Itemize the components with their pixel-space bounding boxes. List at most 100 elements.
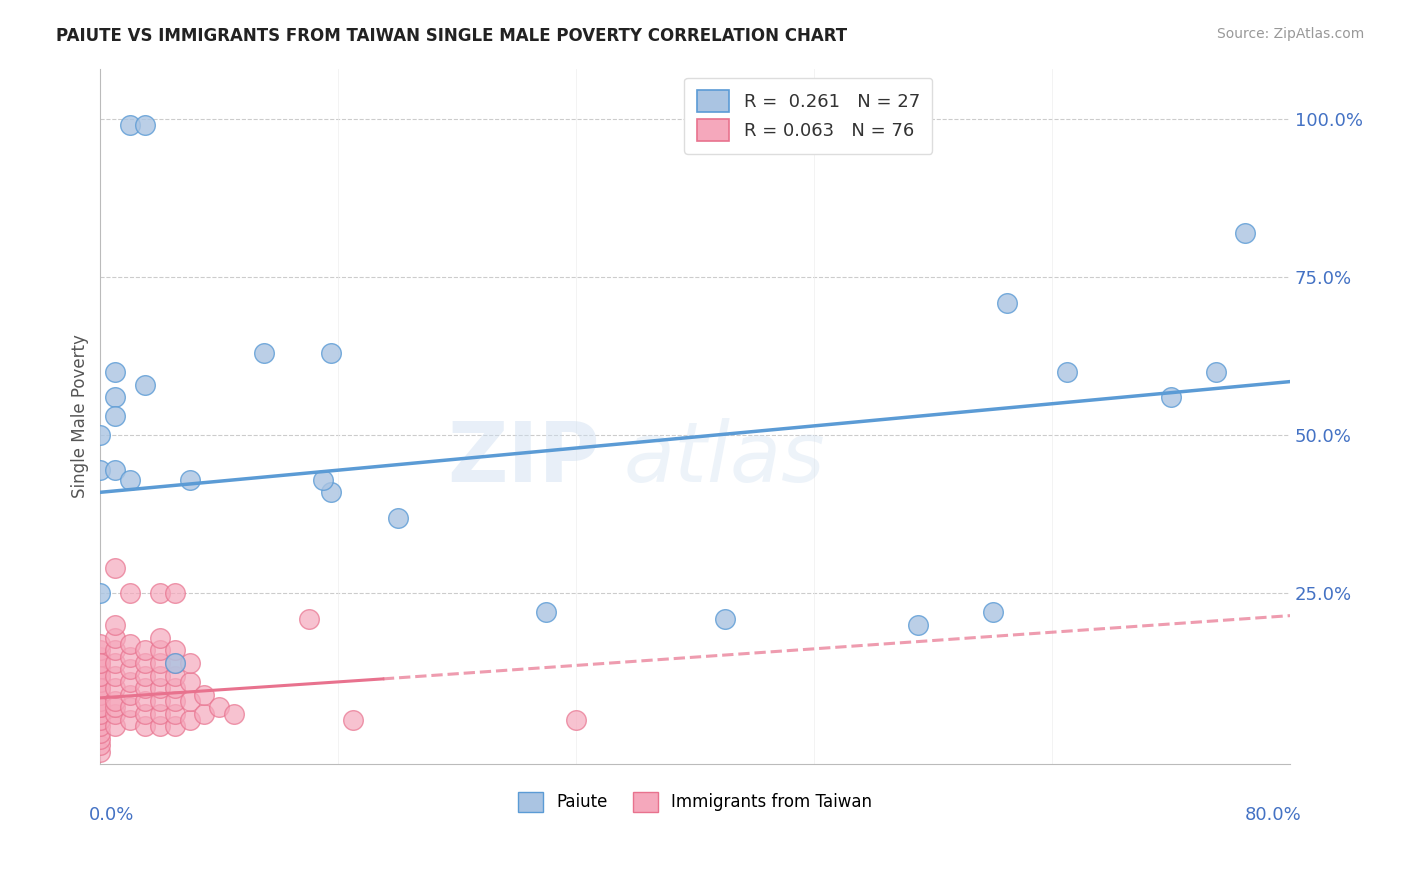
Point [193, 706, 215, 721]
Point [89, 463, 111, 477]
Point [89, 669, 111, 683]
Point [179, 656, 201, 670]
Point [297, 612, 319, 626]
Point [89, 637, 111, 651]
Point [163, 656, 186, 670]
Point [120, 700, 142, 714]
Point [565, 713, 588, 727]
Point [120, 649, 142, 664]
Point [387, 510, 409, 524]
Point [89, 700, 111, 714]
Point [89, 662, 111, 676]
Point [104, 631, 127, 645]
Point [89, 719, 111, 733]
Point [89, 694, 111, 708]
Point [120, 637, 142, 651]
Point [149, 706, 172, 721]
Point [104, 681, 127, 696]
Text: PAIUTE VS IMMIGRANTS FROM TAIWAN SINGLE MALE POVERTY CORRELATION CHART: PAIUTE VS IMMIGRANTS FROM TAIWAN SINGLE … [56, 27, 848, 45]
Point [104, 409, 127, 424]
Text: 0.0%: 0.0% [89, 806, 134, 824]
Text: ZIP: ZIP [447, 417, 600, 499]
Point [89, 586, 111, 600]
Point [104, 561, 127, 575]
Point [149, 656, 172, 670]
Point [981, 606, 1004, 620]
Point [319, 485, 342, 500]
Point [120, 119, 142, 133]
Point [163, 694, 186, 708]
Point [163, 656, 186, 670]
Point [120, 473, 142, 487]
Text: Source: ZipAtlas.com: Source: ZipAtlas.com [1216, 27, 1364, 41]
Point [89, 681, 111, 696]
Point [120, 688, 142, 702]
Point [89, 428, 111, 442]
Point [120, 586, 142, 600]
Point [89, 656, 111, 670]
Point [208, 700, 231, 714]
Point [997, 295, 1019, 310]
Point [1056, 365, 1078, 379]
Point [104, 618, 127, 632]
Point [104, 669, 127, 683]
Point [163, 681, 186, 696]
Point [89, 669, 111, 683]
Point [319, 346, 342, 360]
Point [253, 346, 276, 360]
Point [134, 706, 156, 721]
Point [149, 694, 172, 708]
Point [179, 694, 201, 708]
Point [134, 377, 156, 392]
Point [104, 643, 127, 657]
Point [342, 713, 364, 727]
Point [89, 656, 111, 670]
Point [163, 719, 186, 733]
Point [149, 643, 172, 657]
Y-axis label: Single Male Poverty: Single Male Poverty [72, 334, 89, 499]
Point [1160, 391, 1182, 405]
Point [120, 662, 142, 676]
Point [179, 675, 201, 690]
Legend: Paiute, Immigrants from Taiwan: Paiute, Immigrants from Taiwan [512, 785, 879, 819]
Point [104, 391, 127, 405]
Point [89, 675, 111, 690]
Point [907, 618, 929, 632]
Point [714, 612, 737, 626]
Text: 80.0%: 80.0% [1246, 806, 1302, 824]
Point [134, 669, 156, 683]
Point [163, 586, 186, 600]
Point [120, 713, 142, 727]
Point [89, 649, 111, 664]
Point [149, 669, 172, 683]
Point [89, 739, 111, 753]
Point [134, 119, 156, 133]
Point [89, 731, 111, 746]
Point [104, 719, 127, 733]
Point [1205, 365, 1227, 379]
Point [104, 706, 127, 721]
Point [134, 719, 156, 733]
Point [134, 681, 156, 696]
Text: atlas: atlas [624, 417, 825, 499]
Point [163, 706, 186, 721]
Point [149, 631, 172, 645]
Point [104, 656, 127, 670]
Point [89, 706, 111, 721]
Point [104, 365, 127, 379]
Point [104, 700, 127, 714]
Point [149, 719, 172, 733]
Point [104, 694, 127, 708]
Point [536, 606, 558, 620]
Point [134, 656, 156, 670]
Point [149, 586, 172, 600]
Point [179, 713, 201, 727]
Point [89, 643, 111, 657]
Point [1234, 226, 1257, 240]
Point [312, 473, 335, 487]
Point [89, 681, 111, 696]
Point [163, 669, 186, 683]
Point [134, 694, 156, 708]
Point [163, 643, 186, 657]
Point [89, 713, 111, 727]
